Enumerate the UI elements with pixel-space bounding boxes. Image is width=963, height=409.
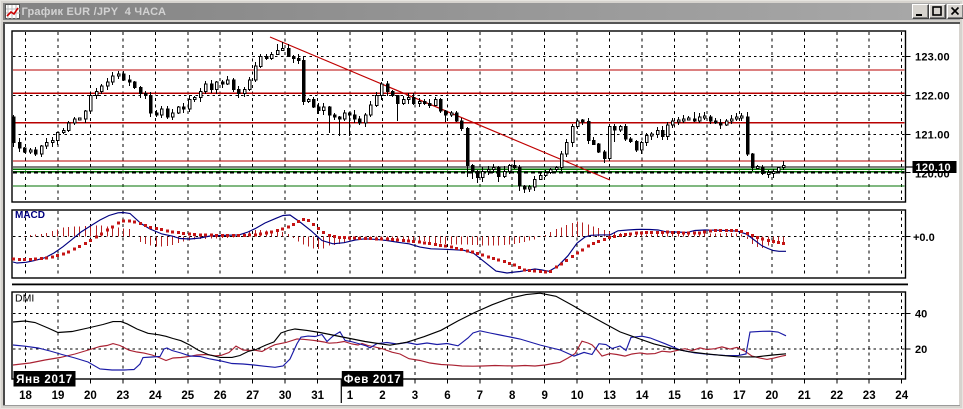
svg-text:121.00: 121.00	[915, 130, 950, 142]
svg-text:MACD: MACD	[15, 210, 45, 221]
svg-text:24: 24	[149, 390, 162, 402]
svg-text:24: 24	[895, 390, 908, 402]
svg-text:17: 17	[733, 390, 746, 402]
svg-text:14: 14	[636, 390, 649, 402]
svg-text:20: 20	[915, 344, 927, 356]
svg-text:Фев 2017: Фев 2017	[344, 374, 402, 386]
svg-text:26: 26	[214, 390, 227, 402]
svg-text:23: 23	[863, 390, 876, 402]
svg-text:9: 9	[541, 390, 547, 402]
svg-text:2: 2	[379, 390, 385, 402]
svg-text:122.00: 122.00	[915, 91, 950, 103]
svg-text:19: 19	[52, 390, 65, 402]
svg-text:120.10: 120.10	[916, 162, 951, 174]
svg-text:DMI: DMI	[15, 293, 34, 305]
svg-text:21: 21	[798, 390, 811, 402]
svg-text:10: 10	[571, 390, 584, 402]
svg-text:+0.0: +0.0	[913, 232, 935, 244]
svg-text:6: 6	[444, 390, 450, 402]
svg-text:25: 25	[181, 390, 194, 402]
svg-text:23: 23	[117, 390, 130, 402]
svg-text:7: 7	[477, 390, 483, 402]
svg-text:18: 18	[19, 390, 32, 402]
svg-text:3: 3	[412, 390, 418, 402]
svg-text:40: 40	[915, 309, 927, 321]
svg-text:30: 30	[279, 390, 292, 402]
svg-text:27: 27	[246, 390, 259, 402]
svg-text:31: 31	[311, 390, 324, 402]
svg-text:1: 1	[347, 390, 354, 402]
svg-text:8: 8	[509, 390, 516, 402]
svg-text:22: 22	[830, 390, 843, 402]
svg-text:20: 20	[84, 390, 97, 402]
svg-text:Янв 2017: Янв 2017	[16, 374, 73, 386]
svg-text:123.00: 123.00	[915, 52, 950, 64]
svg-text:15: 15	[668, 390, 681, 402]
svg-text:20: 20	[766, 390, 779, 402]
svg-text:16: 16	[701, 390, 714, 402]
svg-text:13: 13	[603, 390, 616, 402]
